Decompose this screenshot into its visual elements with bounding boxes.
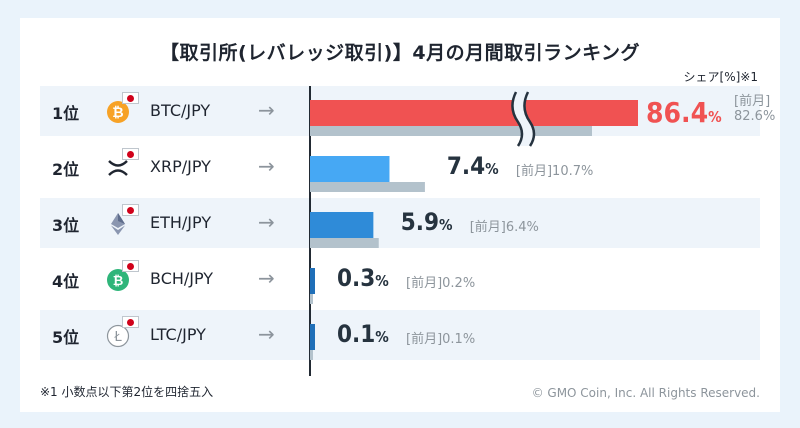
japan-flag-icon [122, 316, 139, 328]
ranking-row: 3位 ETH/JPY → [40, 198, 760, 248]
previous-month-label: [前月]6.4% [469, 220, 539, 235]
arrow-right-icon: → [258, 154, 275, 178]
previous-month-label: [前月]10.7% [515, 164, 594, 179]
currency-pair-label: ETH/JPY [150, 213, 212, 232]
rank-label: 5位 [52, 328, 80, 347]
bitcoin-icon: ₿ [106, 100, 130, 124]
copyright: © GMO Coin, Inc. All Rights Reserved. [531, 386, 760, 400]
arrow-right-icon: → [258, 98, 275, 122]
bar-axis [309, 86, 311, 376]
value-label: 0.1% [337, 320, 389, 348]
value-label: 5.9% [400, 208, 453, 236]
previous-month-label: [前月]0.1% [406, 332, 476, 347]
unit-label: シェア[%]※1 [683, 70, 758, 84]
chart-card: 【取引所(レバレッジ取引)】4月の月間取引ランキング シェア[%]※1 1位 ₿ B… [20, 18, 780, 412]
japan-flag-icon [122, 260, 139, 272]
currency-pair-label: BCH/JPY [150, 269, 214, 288]
ethereum-icon [106, 212, 130, 236]
chart-title: 【取引所(レバレッジ取引)】4月の月間取引ランキング [159, 42, 641, 64]
currency-pair-label: BTC/JPY [150, 101, 211, 120]
rank-label: 1位 [52, 104, 80, 123]
svg-text:₿: ₿ [113, 274, 124, 289]
japan-flag-icon [122, 148, 139, 160]
currency-pair-label: XRP/JPY [150, 157, 211, 176]
footnote: ※1 小数点以下第2位を四捨五入 [40, 385, 214, 399]
arrow-right-icon: → [258, 210, 275, 234]
japan-flag-icon [122, 204, 139, 216]
bitcoin-cash-icon: ₿ [106, 268, 130, 292]
ranking-row: 4位 ₿ BCH/JPY → [40, 254, 760, 304]
arrow-right-icon: → [258, 322, 275, 346]
previous-month-label: [前月] 82.6% [734, 94, 776, 124]
value-label: 0.3% [337, 264, 389, 292]
rank-label: 3位 [52, 216, 80, 235]
rank-label: 4位 [52, 272, 80, 291]
svg-text:₿: ₿ [112, 105, 123, 121]
ranking-row: 5位 Ł LTC/JPY → [40, 310, 760, 360]
arrow-right-icon: → [258, 266, 275, 290]
svg-text:Ł: Ł [113, 330, 122, 345]
litecoin-icon: Ł [106, 324, 130, 348]
value-label: 86.4% [646, 96, 722, 129]
previous-month-label: [前月]0.2% [406, 276, 476, 291]
value-label: 7.4% [446, 152, 499, 180]
ripple-icon [106, 156, 130, 180]
currency-pair-label: LTC/JPY [150, 325, 206, 344]
rank-label: 2位 [52, 160, 80, 179]
ranking-row: 2位 XRP/JPY → [40, 142, 760, 192]
japan-flag-icon [122, 92, 139, 104]
